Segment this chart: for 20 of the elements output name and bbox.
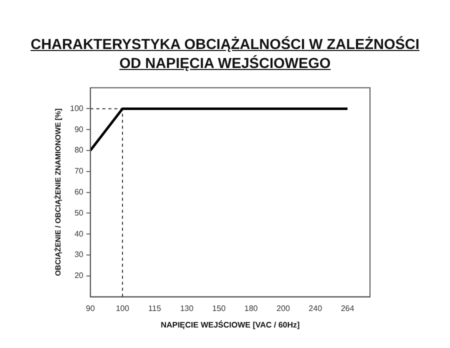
y-tick-label: 70 bbox=[74, 166, 84, 176]
x-tick-label: 90 bbox=[86, 304, 96, 313]
chart-title: CHARAKTERYSTYKA OBCIĄŻALNOŚCI W ZALEŻNOŚCI OD NAPIĘCIA WEJŚCIOWEGO bbox=[30, 36, 420, 74]
x-tick-label: 240 bbox=[308, 304, 323, 313]
y-tick-label: 60 bbox=[74, 188, 84, 197]
x-tick-label: 100 bbox=[116, 304, 130, 313]
y-tick-label: 90 bbox=[74, 124, 84, 134]
y-tick-label: 30 bbox=[74, 250, 84, 260]
y-tick-label: 40 bbox=[74, 229, 84, 238]
y-tick-label: 80 bbox=[74, 146, 84, 155]
x-tick-label: 130 bbox=[180, 304, 194, 313]
x-tick-label: 150 bbox=[212, 304, 226, 313]
x-axis-title: NAPIĘCIE WEJŚCIOWE [VAC / 60Hz] bbox=[160, 319, 300, 330]
x-tick-label: 200 bbox=[276, 304, 290, 313]
y-tick-label: 100 bbox=[70, 104, 84, 113]
x-tick-label: 264 bbox=[340, 304, 355, 313]
y-tick-label: 50 bbox=[74, 208, 84, 218]
x-tick-label: 115 bbox=[148, 304, 162, 313]
y-tick-label: 20 bbox=[74, 271, 84, 280]
x-tick-label: 180 bbox=[244, 304, 258, 313]
